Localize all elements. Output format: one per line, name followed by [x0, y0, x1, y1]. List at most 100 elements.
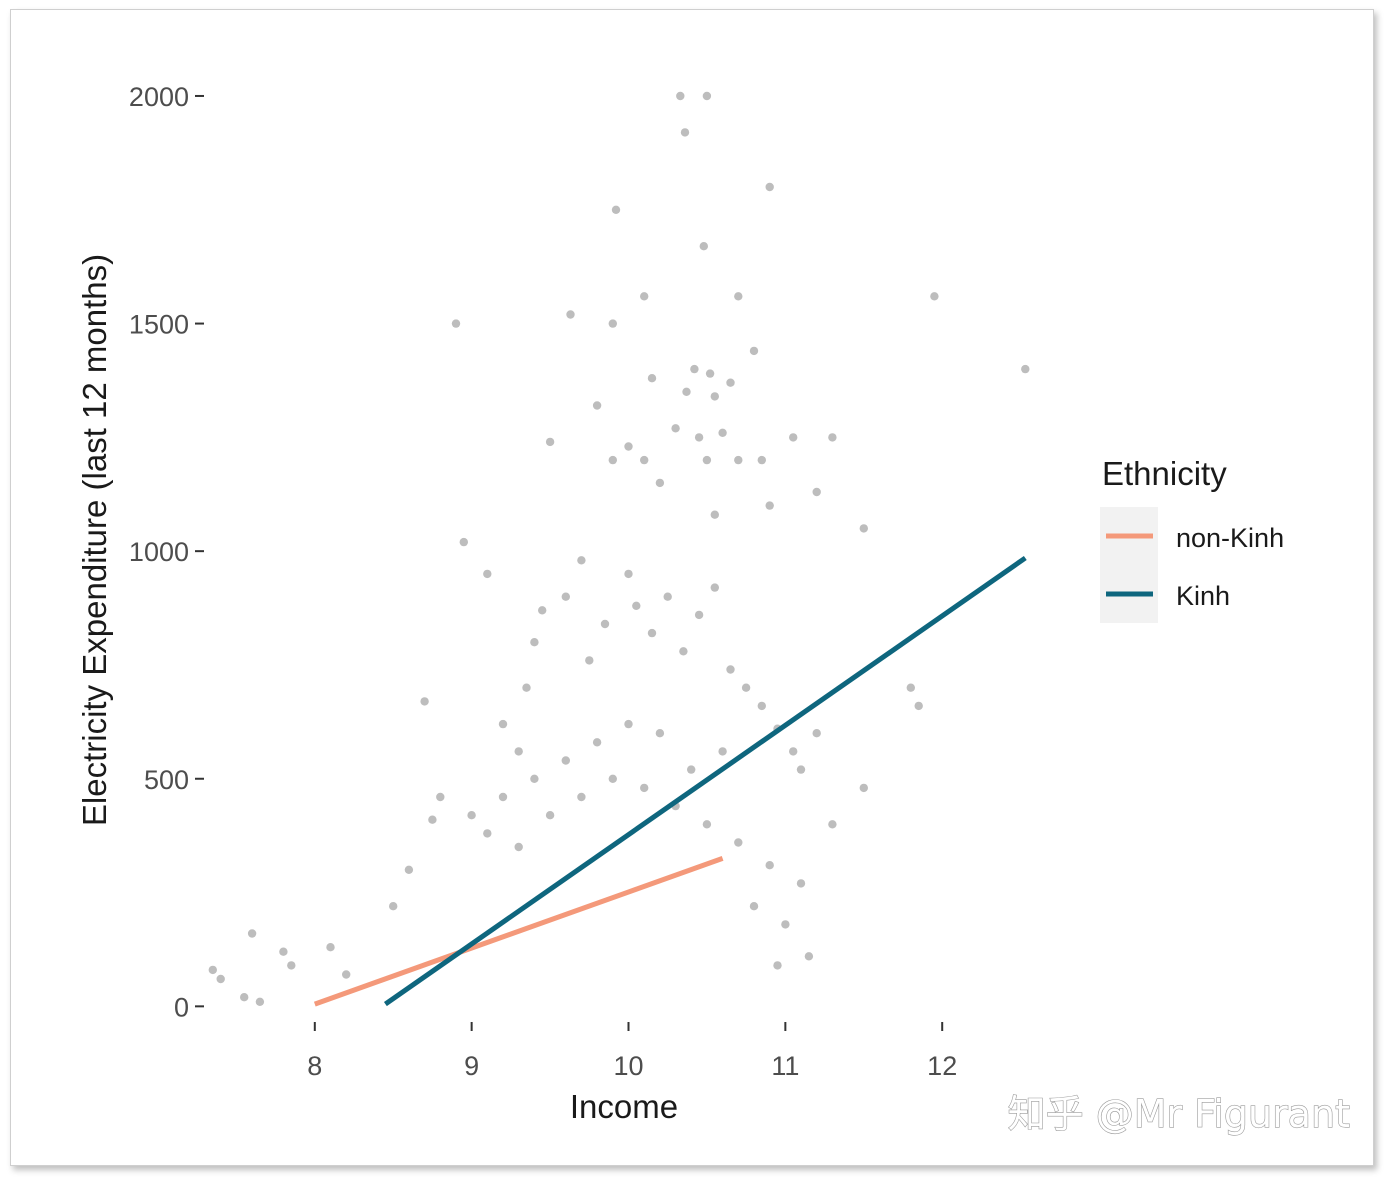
y-tick-label: 1500: [129, 310, 189, 340]
scatter-point: [436, 792, 445, 802]
scatter-point: [734, 292, 743, 301]
scatter-point: [608, 774, 617, 783]
scatter-point: [592, 401, 602, 410]
scatter-point: [640, 783, 649, 793]
regression-line-kinh: [383, 555, 1027, 1007]
scatter-point: [608, 319, 617, 328]
legend-label-kinh: Kinh: [1176, 581, 1230, 611]
scatter-point: [694, 610, 704, 620]
x-tick-label: 9: [464, 1051, 479, 1081]
scatter-point: [682, 387, 691, 396]
scatter-point: [705, 369, 715, 378]
scatter-point: [577, 792, 586, 802]
scatter-point: [859, 783, 868, 793]
scatter-point: [690, 364, 699, 374]
scatter-point: [781, 920, 790, 929]
scatter-point: [679, 647, 688, 656]
scatter-point: [773, 961, 782, 970]
legend-label-non-kinh: non-Kinh: [1176, 523, 1284, 553]
x-tick-label: 11: [771, 1051, 799, 1081]
scatter-point: [930, 292, 939, 301]
scatter-point: [240, 993, 249, 1002]
scatter-point: [710, 392, 719, 401]
scatter-point: [561, 592, 570, 601]
scatter-point: [699, 242, 708, 251]
scatter-point: [624, 569, 633, 579]
scatter-point: [680, 128, 690, 137]
scatter-point: [749, 346, 759, 356]
scatter-point: [687, 765, 696, 774]
scatter-point: [624, 442, 633, 451]
scatter-point: [914, 701, 923, 711]
y-tick-label: 500: [144, 765, 189, 795]
scatter-point: [208, 965, 217, 975]
scatter-point: [640, 455, 649, 465]
scatter-point: [710, 583, 719, 592]
scatter-point: [611, 205, 621, 214]
scatter-point: [342, 970, 351, 979]
scatter-point: [796, 765, 806, 774]
scatter-point: [514, 842, 523, 852]
scatter-point: [389, 902, 398, 911]
axes: 0 500 1000 1500 2000 8 9 10 11 12: [129, 82, 957, 1081]
scatter-point: [702, 91, 712, 101]
scatter-point: [828, 433, 837, 442]
scatter-point: [726, 378, 735, 387]
scatter-point: [906, 683, 915, 692]
scatter-point: [757, 701, 766, 711]
scatter-point: [483, 829, 492, 838]
y-tick-label: 2000: [129, 82, 189, 112]
watermark-text: 知乎 @Mr Figurant: [1008, 1092, 1350, 1136]
scatter-point: [694, 433, 704, 442]
scatter-point: [538, 606, 547, 615]
scatter-point: [647, 374, 657, 383]
scatter-point: [279, 947, 288, 956]
scatter-point: [859, 524, 868, 533]
scatter-point: [812, 487, 821, 497]
scatter-point: [561, 756, 570, 765]
y-tick-label: 1000: [129, 537, 189, 567]
scatter-point: [676, 91, 685, 101]
scatter-point: [647, 628, 657, 638]
y-axis-title: Electricity Expenditure (last 12 months): [76, 254, 113, 826]
scatter-point: [592, 738, 602, 747]
scatter-point: [326, 943, 335, 952]
scatter-point: [624, 719, 633, 729]
scatter-point: [749, 902, 759, 911]
scatter-point: [671, 424, 680, 433]
y-tick-label: 0: [174, 992, 189, 1022]
scatter-point: [255, 997, 265, 1006]
x-tick-label: 8: [307, 1051, 322, 1081]
scatter-point: [655, 478, 665, 488]
regression-line-non-kinh: [313, 856, 724, 1007]
scatter-points: [208, 91, 1030, 1006]
legend-key-background: [1100, 507, 1158, 623]
scatter-point: [514, 747, 523, 756]
scatter-point: [498, 719, 508, 729]
scatter-point: [702, 455, 712, 465]
scatter-point: [718, 428, 727, 437]
scatter-point: [216, 974, 225, 984]
regression-lines: [313, 555, 1027, 1007]
x-tick-label: 12: [927, 1051, 957, 1081]
scatter-point: [608, 455, 617, 465]
scatter-point: [522, 683, 531, 692]
scatter-point: [498, 792, 508, 802]
scatter-point: [812, 729, 821, 738]
scatter-point: [655, 729, 665, 738]
x-tick-label: 10: [613, 1051, 643, 1081]
scatter-point: [483, 569, 492, 579]
scatter-point: [287, 961, 296, 970]
scatter-point: [765, 182, 774, 192]
legend-title: Ethnicity: [1102, 455, 1227, 492]
scatter-point: [566, 310, 575, 319]
scatter-point: [789, 433, 798, 442]
scatter-point: [804, 952, 814, 961]
scatter-point: [702, 820, 712, 829]
scatter-point: [404, 865, 414, 874]
scatter-point: [247, 929, 257, 938]
scatter-point: [741, 683, 751, 692]
x-axis-title: Income: [570, 1088, 678, 1125]
scatter-point: [632, 601, 641, 610]
